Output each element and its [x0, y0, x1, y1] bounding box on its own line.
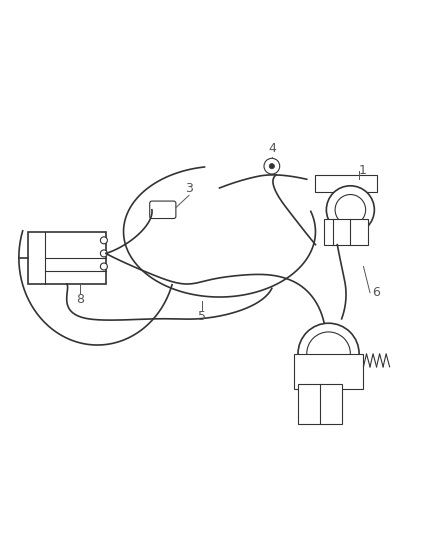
Circle shape — [268, 164, 274, 169]
Circle shape — [297, 323, 358, 384]
FancyBboxPatch shape — [293, 354, 363, 389]
Text: 4: 4 — [267, 142, 275, 155]
FancyBboxPatch shape — [315, 175, 376, 192]
FancyBboxPatch shape — [323, 219, 367, 245]
FancyBboxPatch shape — [297, 384, 341, 424]
Circle shape — [100, 263, 107, 270]
Circle shape — [334, 195, 365, 225]
Text: 5: 5 — [198, 310, 205, 323]
Text: 1: 1 — [358, 164, 366, 177]
Text: 8: 8 — [76, 293, 84, 305]
Text: 3: 3 — [184, 182, 192, 195]
Text: 6: 6 — [371, 286, 379, 299]
FancyBboxPatch shape — [28, 232, 106, 284]
FancyBboxPatch shape — [149, 201, 176, 219]
Circle shape — [263, 158, 279, 174]
Circle shape — [100, 250, 107, 257]
Circle shape — [306, 332, 350, 376]
Circle shape — [325, 186, 374, 234]
Circle shape — [100, 237, 107, 244]
